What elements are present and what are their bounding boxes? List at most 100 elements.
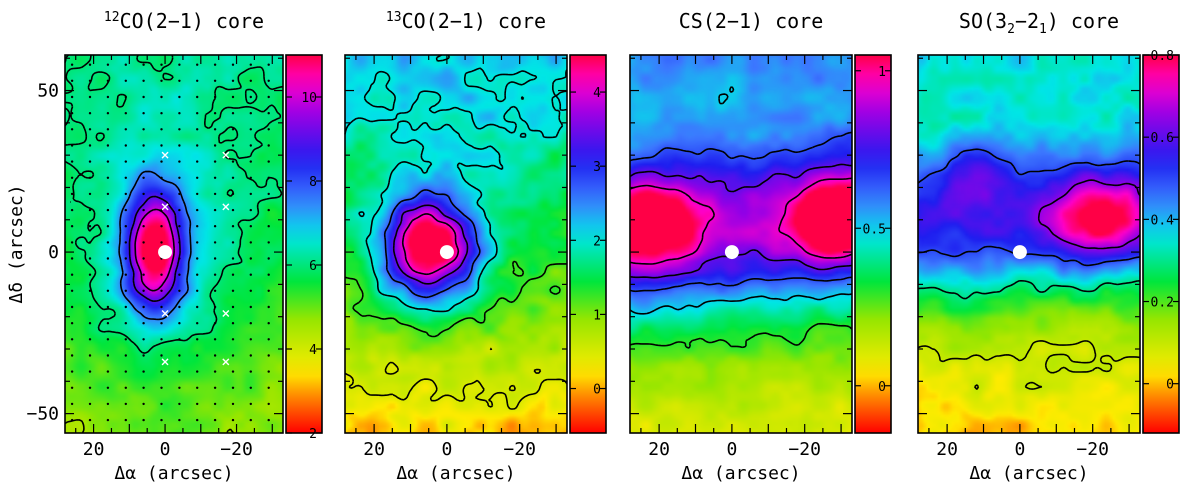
sampling-dot <box>124 322 128 325</box>
colorbar-tick-label: 4 <box>309 343 317 358</box>
colorbar-tick-label-part: 4 <box>309 343 317 358</box>
contours <box>917 148 1141 390</box>
sampling-dot <box>124 225 128 228</box>
sampling-dot <box>213 112 217 115</box>
sampling-dot <box>70 289 74 292</box>
sampling-dot <box>196 128 199 131</box>
x-tick-label: 20 <box>936 439 958 460</box>
colorbar-tick-label: 2 <box>593 234 601 249</box>
sampling-dot <box>88 225 92 228</box>
sampling-dot <box>267 95 270 99</box>
sampling-dot <box>178 257 181 260</box>
sampling-dot <box>213 305 217 309</box>
sampling-dot <box>70 95 74 99</box>
x-tick-label: 20 <box>83 439 105 460</box>
sampling-dot <box>88 144 92 147</box>
contour-level-5 <box>629 177 853 265</box>
sampling-dot <box>249 305 252 309</box>
sampling-dot <box>70 402 74 406</box>
contour-level-4 <box>629 163 853 279</box>
panel-title: CS(2−1) core <box>679 9 824 33</box>
sampling-dot <box>249 192 252 196</box>
sampling-dot <box>196 192 199 196</box>
sampling-dot <box>88 112 92 115</box>
x-axis-label: Δα (arcsec) <box>969 463 1088 484</box>
sampling-dot <box>70 160 74 163</box>
sampling-dot <box>249 241 252 244</box>
colorbar-tick-label: 0.5 <box>863 222 886 237</box>
colorbar-tick-label: 0.2 <box>1151 296 1174 311</box>
colorbar <box>855 55 891 433</box>
colorbar-frame <box>1142 54 1180 434</box>
sampling-dot <box>213 192 217 196</box>
sampling-dot <box>142 354 145 357</box>
source-marker <box>439 245 454 260</box>
sampling-dot <box>70 79 74 83</box>
sampling-dot <box>106 192 110 196</box>
sampling-dot <box>267 176 270 179</box>
sampling-dot <box>70 273 74 276</box>
sampling-dot <box>231 144 235 147</box>
sampling-dot <box>106 95 110 99</box>
sampling-dot <box>106 418 110 422</box>
sampling-dot <box>267 354 270 357</box>
sampling-dot <box>106 305 110 309</box>
sampling-dot <box>124 176 128 179</box>
sampling-dot <box>267 79 270 83</box>
panel-title: SO(32−21) core <box>959 9 1119 37</box>
ticks <box>630 55 852 433</box>
sampling-dot <box>160 370 163 373</box>
sampling-dot <box>160 322 163 325</box>
contour-level-4 <box>383 189 481 299</box>
y-axis-label-part: Δδ (arcsec) <box>6 184 27 303</box>
sampling-dot <box>124 402 128 406</box>
sampling-dot <box>106 402 110 406</box>
sampling-dot <box>142 241 145 244</box>
contour-level-1 <box>629 322 853 349</box>
sampling-dot <box>178 79 181 83</box>
sampling-dot <box>124 112 128 115</box>
sampling-dot <box>142 112 145 115</box>
sampling-dot <box>142 273 145 276</box>
sampling-dot <box>124 192 128 196</box>
sampling-dot <box>267 402 270 406</box>
sampling-dot <box>124 257 128 260</box>
sampling-dot <box>88 79 92 83</box>
x-tick-label: 20 <box>648 439 670 460</box>
sampling-dot <box>142 192 145 196</box>
position-cross <box>161 203 169 211</box>
x-tick-label-part: 20 <box>936 439 958 460</box>
sampling-dot <box>231 79 235 83</box>
sampling-dot <box>267 241 270 244</box>
sampling-dot <box>196 176 199 179</box>
sampling-dot <box>196 322 199 325</box>
colorbar-frame <box>854 54 892 434</box>
sampling-dot <box>178 63 181 66</box>
sampling-dot <box>106 322 110 325</box>
sampling-dot <box>196 112 199 115</box>
x-tick-label-part: 20 <box>363 439 385 460</box>
sampling-dot <box>213 354 217 357</box>
sampling-dot <box>70 192 74 196</box>
sampling-dot <box>106 289 110 292</box>
sampling-dot <box>160 79 163 83</box>
panel-title: 12CO(2−1) core <box>104 9 264 33</box>
x-tick-label-part: 20 <box>648 439 670 460</box>
x-axis-label-part: Δα (arcsec) <box>114 463 233 484</box>
sampling-dot <box>249 95 252 99</box>
plot-frame <box>629 54 853 434</box>
sampling-dot <box>160 144 163 147</box>
x-axis-label-part: Δα (arcsec) <box>681 463 800 484</box>
sampling-dot <box>160 305 163 309</box>
sampling-dot <box>70 63 74 66</box>
sampling-dot <box>213 128 217 131</box>
sampling-dot <box>213 63 217 66</box>
sampling-dot <box>196 241 199 244</box>
ticks <box>345 55 567 433</box>
sampling-dot <box>267 289 270 292</box>
sampling-dot <box>142 160 145 163</box>
sampling-dot <box>249 386 252 389</box>
sampling-dot <box>178 225 181 228</box>
colorbar <box>1143 55 1179 433</box>
sampling-dot <box>249 160 252 163</box>
